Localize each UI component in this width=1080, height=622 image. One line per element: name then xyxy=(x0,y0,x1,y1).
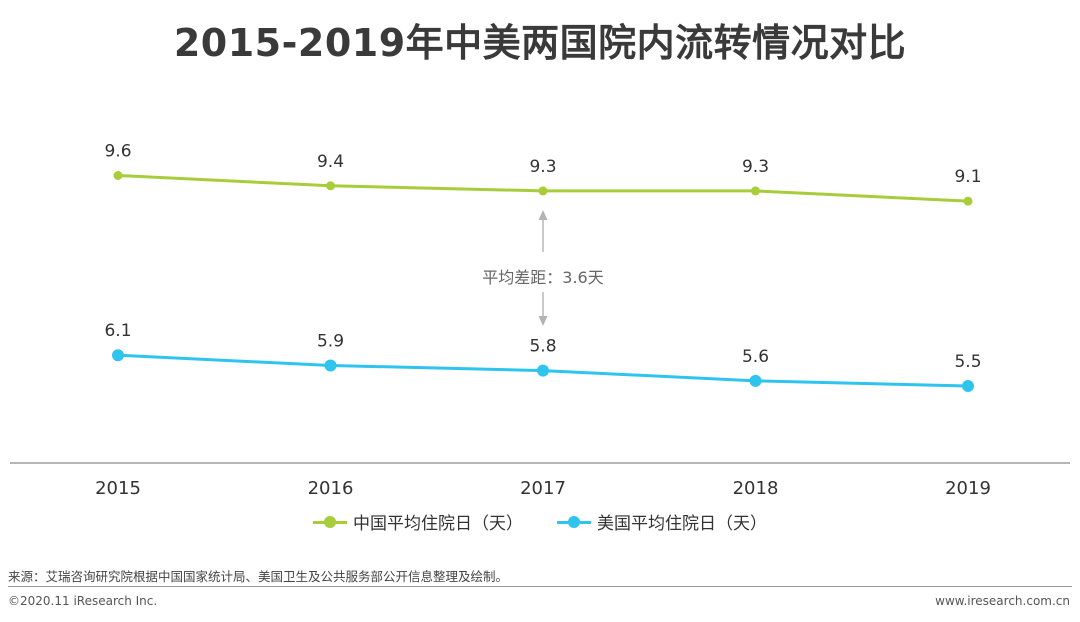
data-label: 5.6 xyxy=(742,347,769,367)
data-label: 5.5 xyxy=(954,352,981,372)
legend-item-usa: 美国平均住院日（天） xyxy=(557,509,767,534)
data-label: 6.1 xyxy=(104,321,131,341)
data-point xyxy=(324,359,337,372)
legend-item-china: 中国平均住院日（天） xyxy=(313,509,523,534)
source-note: 来源：艾瑞咨询研究院根据中国国家统计局、美国卫生及公共服务部公开信息整理及绘制。 xyxy=(8,569,509,584)
legend-marker-usa xyxy=(557,515,591,529)
x-tick-label: 2017 xyxy=(520,478,566,499)
gap-annotation: 平均差距：3.6天 xyxy=(482,210,604,326)
copyright: ©2020.11 iResearch Inc. xyxy=(8,594,158,608)
data-point xyxy=(749,374,762,387)
x-tick-label: 2018 xyxy=(733,478,779,499)
footer-divider xyxy=(8,586,1072,587)
data-point xyxy=(963,196,973,206)
legend-marker-china xyxy=(313,515,347,529)
legend: 中国平均住院日（天） 美国平均住院日（天） xyxy=(0,509,1080,534)
data-label: 9.1 xyxy=(954,167,981,187)
data-point xyxy=(962,380,974,392)
data-label: 9.3 xyxy=(529,157,556,177)
series-usa: 6.1 5.9 5.8 5.6 5.5 xyxy=(104,321,982,392)
gap-annotation-label: 平均差距：3.6天 xyxy=(482,268,603,287)
legend-label-china: 中国平均住院日（天） xyxy=(353,514,523,534)
data-label: 5.8 xyxy=(529,337,556,357)
legend-label-usa: 美国平均住院日（天） xyxy=(597,514,767,534)
data-label: 9.3 xyxy=(742,157,769,177)
series-china: 9.6 9.4 9.3 9.3 9.1 xyxy=(104,142,982,206)
data-label: 5.9 xyxy=(317,331,344,351)
data-point xyxy=(751,186,760,196)
x-tick-label: 2015 xyxy=(95,478,141,499)
x-tick-label: 2019 xyxy=(945,478,991,499)
series-layer: 9.6 9.4 9.3 9.3 9.1 6.1 5.9 5.8 5.6 5.5 xyxy=(104,142,982,392)
data-point xyxy=(538,186,548,196)
data-point xyxy=(326,181,335,191)
data-point xyxy=(112,349,124,362)
data-point xyxy=(113,171,123,180)
data-point xyxy=(537,364,549,377)
x-tick-label: 2016 xyxy=(308,478,354,499)
line-chart: 2015 2016 2017 2018 2019 9.6 9.4 9.3 9.3 9.1 6.1 5… xyxy=(10,142,1070,499)
data-label: 9.4 xyxy=(317,152,344,172)
website-link[interactable]: www.iresearch.com.cn xyxy=(935,594,1070,608)
x-axis-ticks: 2015 2016 2017 2018 2019 xyxy=(95,478,991,499)
data-label: 9.6 xyxy=(104,142,131,162)
chart-title: 2015-2019年中美两国院内流转情况对比 xyxy=(173,21,907,65)
